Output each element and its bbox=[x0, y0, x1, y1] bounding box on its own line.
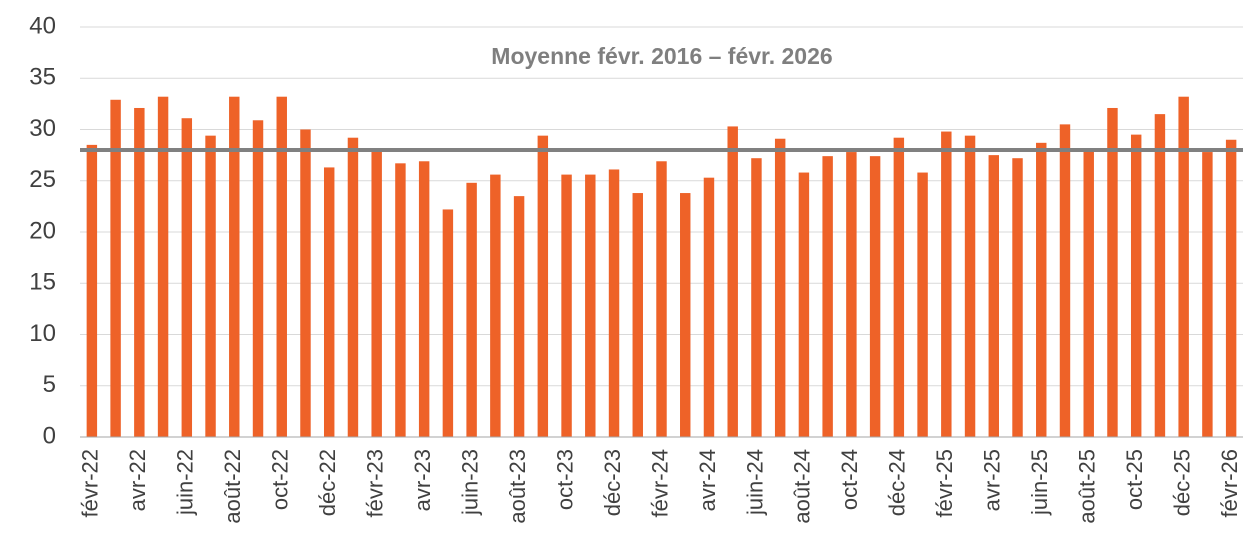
bar bbox=[774, 138, 786, 437]
bar bbox=[964, 135, 976, 437]
x-tick-label: juin-24 bbox=[742, 449, 767, 516]
bar bbox=[395, 163, 406, 437]
bar bbox=[561, 174, 572, 437]
bar bbox=[988, 155, 1000, 437]
bar bbox=[1036, 142, 1047, 437]
x-tick-label: juin-25 bbox=[1027, 449, 1052, 516]
bar bbox=[917, 172, 928, 438]
bar bbox=[680, 193, 691, 437]
y-tick-label: 35 bbox=[29, 64, 56, 91]
bar bbox=[632, 193, 643, 437]
bar bbox=[585, 174, 596, 437]
bar bbox=[371, 151, 382, 437]
y-tick-label: 5 bbox=[43, 371, 56, 398]
y-tick-label: 15 bbox=[29, 269, 56, 296]
bar bbox=[252, 120, 264, 438]
x-tick-label: oct-25 bbox=[1122, 449, 1147, 510]
bar bbox=[181, 118, 193, 437]
bar bbox=[537, 135, 549, 437]
x-tick-label: avr-24 bbox=[695, 449, 720, 511]
bar bbox=[205, 135, 216, 437]
x-tick-label: août-23 bbox=[505, 449, 530, 524]
bar bbox=[1154, 114, 1166, 437]
bar bbox=[513, 196, 525, 437]
bar bbox=[490, 174, 501, 437]
bar bbox=[893, 137, 905, 437]
bar bbox=[846, 152, 857, 438]
average-annotation: Moyenne févr. 2016 – févr. 2026 bbox=[491, 43, 832, 69]
x-tick-label: déc-24 bbox=[885, 449, 910, 516]
bar bbox=[1130, 134, 1142, 437]
plot: 0 5 10 15 20 25 30 35 40 févr-22 avr-22 juin-22 août… bbox=[29, 12, 1243, 524]
bar bbox=[1107, 107, 1118, 437]
bar bbox=[1225, 139, 1237, 437]
x-tick-label: oct-24 bbox=[837, 449, 862, 510]
bar bbox=[110, 99, 121, 438]
bar bbox=[1012, 158, 1023, 437]
x-tick-label: avr-25 bbox=[980, 449, 1005, 511]
x-tick-label: oct-23 bbox=[552, 449, 577, 510]
bar bbox=[941, 131, 952, 438]
bar bbox=[229, 96, 240, 437]
x-tick-label: avr-22 bbox=[125, 449, 150, 511]
bar bbox=[323, 167, 335, 438]
x-tick-label: févr-23 bbox=[362, 449, 387, 517]
bar bbox=[300, 129, 311, 437]
x-tick-label: avr-23 bbox=[410, 449, 435, 511]
y-tick-label: 30 bbox=[29, 115, 56, 142]
x-tick-label: août-25 bbox=[1075, 449, 1100, 524]
y-tick-label: 20 bbox=[29, 217, 56, 244]
x-tick-label: juin-22 bbox=[173, 449, 198, 516]
x-tick-label: août-22 bbox=[220, 449, 245, 524]
bar bbox=[466, 182, 477, 437]
bar bbox=[1178, 96, 1189, 437]
bar bbox=[656, 161, 667, 437]
bar bbox=[86, 144, 98, 437]
x-tick-label: juin-23 bbox=[457, 449, 482, 516]
x-tick-label: oct-22 bbox=[268, 449, 293, 510]
bar bbox=[157, 96, 169, 437]
y-tick-label: 25 bbox=[29, 166, 56, 193]
bar bbox=[418, 161, 430, 437]
x-tick-label: févr-24 bbox=[647, 449, 672, 517]
bar bbox=[1202, 152, 1213, 438]
bar bbox=[442, 209, 454, 437]
y-tick-label: 0 bbox=[43, 422, 56, 449]
x-tick-label: déc-23 bbox=[600, 449, 625, 516]
x-tick-label: févr-22 bbox=[78, 449, 103, 517]
x-tick-label: déc-22 bbox=[315, 449, 340, 516]
y-tick-label: 10 bbox=[29, 320, 56, 347]
bar bbox=[1083, 151, 1094, 437]
bar bbox=[134, 107, 145, 437]
bar bbox=[727, 126, 738, 438]
x-tick-label: févr-26 bbox=[1217, 449, 1242, 517]
bar bbox=[276, 96, 287, 437]
bar bbox=[347, 137, 359, 437]
bar bbox=[798, 172, 810, 438]
x-tick-label: déc-25 bbox=[1169, 449, 1194, 516]
bar bbox=[822, 156, 833, 437]
bar bbox=[869, 156, 881, 437]
x-tick-label: févr-25 bbox=[932, 449, 957, 517]
bar bbox=[608, 169, 620, 437]
bar bbox=[1059, 124, 1071, 437]
bar bbox=[703, 177, 715, 438]
bar bbox=[751, 158, 762, 437]
y-tick-label: 40 bbox=[29, 12, 56, 39]
x-tick-label: août-24 bbox=[790, 449, 815, 524]
